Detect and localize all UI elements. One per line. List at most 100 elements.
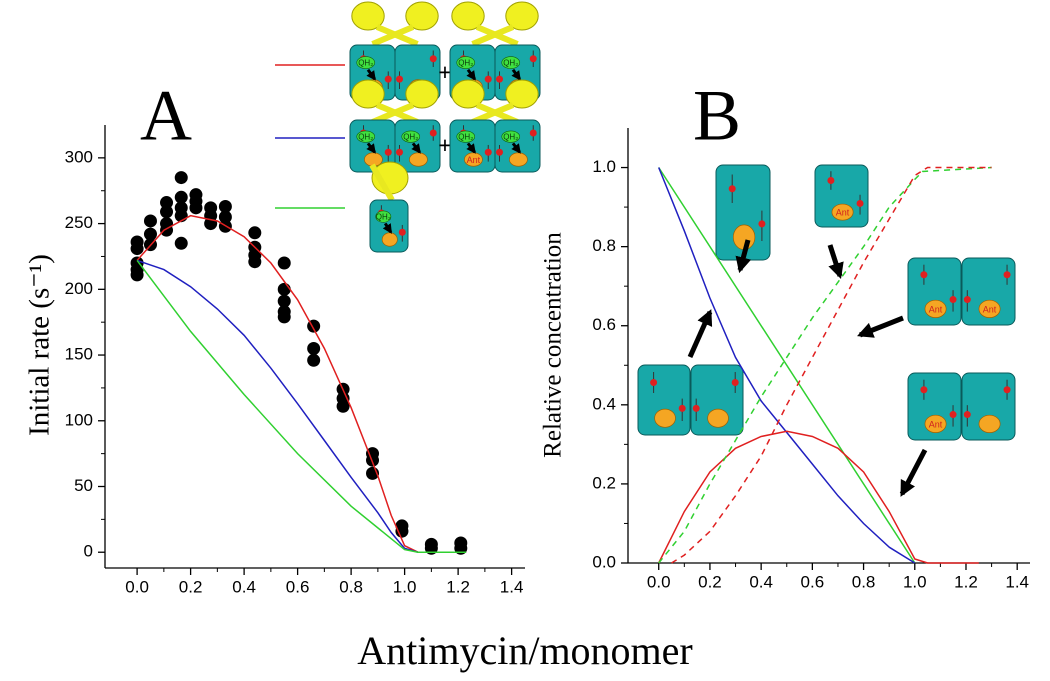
data-point <box>189 201 203 215</box>
y-tick-label: 0.2 <box>592 473 616 492</box>
transfer <box>366 142 376 154</box>
data-point <box>248 255 262 269</box>
line <box>136 259 467 553</box>
heme <box>831 203 854 221</box>
qh2 <box>501 130 521 143</box>
iron-sulfur <box>451 1 485 31</box>
dot <box>429 55 437 63</box>
iron-sulfur <box>405 1 439 31</box>
heme <box>509 152 528 167</box>
qh2-label: QH₂ <box>358 132 373 141</box>
heme <box>654 408 676 428</box>
y-tick-label: 250 <box>65 213 93 232</box>
data-point <box>174 190 188 204</box>
line <box>658 430 979 564</box>
transfer <box>382 222 393 234</box>
icons: QH₂ + Ant QH₂ QH₂ QH₂ QH₂ + Ant QH₂ QH₂ QH₂ Ant Ant An… <box>275 1 1016 497</box>
data-point <box>174 236 188 250</box>
line <box>136 259 467 553</box>
x-axis-label: Antimycin/monomer <box>357 628 693 673</box>
qh2-label: QH₂ <box>503 58 518 67</box>
hinge <box>471 24 519 47</box>
iron-sulfur <box>351 79 385 109</box>
qh2-label: QH₂ <box>458 58 473 67</box>
dot <box>920 386 928 394</box>
dot <box>398 228 406 236</box>
y-tick-label: 100 <box>65 410 93 429</box>
data-point <box>160 205 174 219</box>
qh2-label: QH₂ <box>376 212 391 221</box>
data-point <box>277 282 291 296</box>
data-point <box>307 353 321 367</box>
hinge <box>371 24 419 47</box>
x-tick-label: 1.2 <box>446 577 470 596</box>
heme <box>978 414 1001 433</box>
heme <box>381 232 398 247</box>
dot <box>731 379 739 386</box>
x-tick-label: 0.2 <box>698 572 722 591</box>
dashed-line <box>658 166 992 564</box>
arrow <box>687 309 713 359</box>
dot <box>963 296 971 304</box>
heme <box>978 299 1001 318</box>
dot <box>496 148 503 156</box>
qh2-label: QH₂ <box>458 132 473 141</box>
line <box>136 214 467 553</box>
qh2 <box>375 210 392 223</box>
transfer <box>411 142 421 154</box>
dot <box>920 271 928 279</box>
dot <box>529 55 537 63</box>
dot <box>949 296 957 304</box>
y-tick-label: 150 <box>65 345 93 364</box>
dot <box>1003 386 1011 394</box>
qh2 <box>456 56 476 69</box>
x-tick-label: 0.4 <box>232 577 256 596</box>
qh2 <box>456 130 476 143</box>
data-point <box>218 200 232 214</box>
data-point <box>143 227 157 241</box>
dot <box>529 129 537 137</box>
heme <box>707 408 729 428</box>
line <box>658 167 916 564</box>
iron-sulfur <box>505 1 539 31</box>
y-tick-label: 200 <box>65 279 93 298</box>
data-point <box>130 268 144 282</box>
x-tick-label: 0.6 <box>801 572 825 591</box>
data-point <box>277 256 291 270</box>
hinge <box>371 102 419 125</box>
qh2 <box>501 56 521 69</box>
x-tick-label: 1.0 <box>903 572 927 591</box>
panel-label: B <box>693 76 741 156</box>
dot <box>692 404 700 412</box>
data-point <box>395 524 409 538</box>
x-tick-label: 0.0 <box>647 572 671 591</box>
y-tick-label: 0.0 <box>592 552 616 571</box>
transfer <box>511 68 521 81</box>
qh2 <box>356 130 376 143</box>
iron-sulfur <box>351 1 385 31</box>
x-tick-label: 0.8 <box>339 577 363 596</box>
ant-label: Ant <box>836 207 850 217</box>
x-tick-label: 1.4 <box>1005 572 1029 591</box>
data-point <box>248 226 262 240</box>
x-tick-label: 1.0 <box>393 577 417 596</box>
data-point <box>218 210 232 224</box>
y-axis-label: Initial rate (s⁻¹) <box>24 254 56 436</box>
iron-sulfur <box>451 79 485 109</box>
dot <box>484 148 492 156</box>
dot <box>496 75 503 83</box>
arrow <box>827 244 844 280</box>
qh2-label: QH₂ <box>503 132 518 141</box>
dot <box>758 220 766 228</box>
data-point <box>143 214 157 228</box>
data-point <box>277 294 291 308</box>
dashed-line <box>671 166 992 564</box>
x-tick-label: 0.8 <box>852 572 876 591</box>
qh2 <box>356 56 376 69</box>
transfer <box>511 142 521 154</box>
transfer <box>466 68 476 81</box>
y-tick-label: 0 <box>84 542 93 561</box>
dot <box>650 379 658 386</box>
x-tick-label: 1.4 <box>500 577 524 596</box>
